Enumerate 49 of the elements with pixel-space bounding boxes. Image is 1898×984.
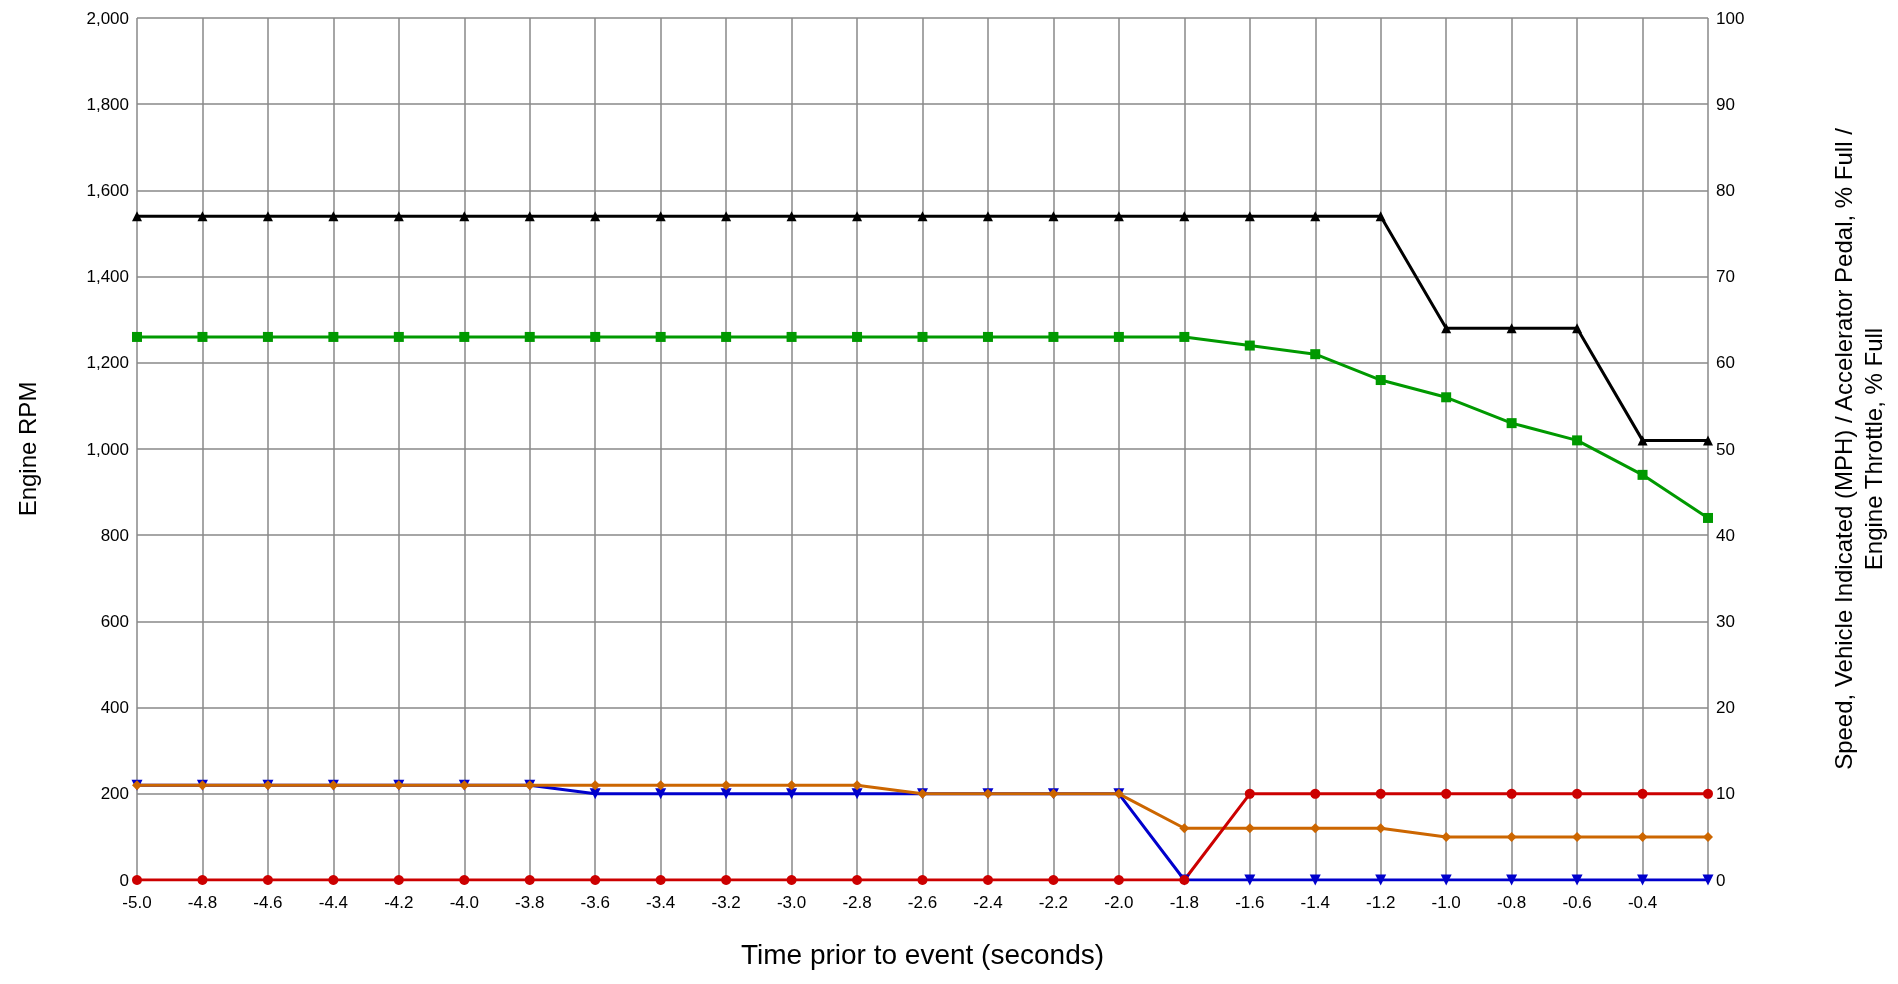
- x-tick-label: -4.2: [384, 893, 414, 912]
- y2-tick-label: 60: [1716, 353, 1735, 373]
- x-tick-label: -3.4: [646, 893, 676, 912]
- x-tick-label: -2.0: [1104, 893, 1134, 912]
- y-tick-label: 200: [100, 784, 129, 804]
- x-tick-label: -3.2: [711, 893, 741, 912]
- y-tick-label: 0: [119, 870, 129, 890]
- y2-axis-title: Speed, Vehicle Indicated (MPH) / Accelerator Pedal, % Full / Engine Throttle, % Full: [1829, 127, 1887, 770]
- x-tick-label: -2.6: [907, 893, 938, 912]
- x-tick-label: -0.6: [1562, 893, 1592, 912]
- x-tick-label: -1.4: [1300, 893, 1330, 912]
- x-tick-label: -3.0: [776, 893, 807, 912]
- x-tick-label: -4.6: [253, 893, 283, 912]
- x-tick-label: -5.0: [122, 893, 152, 912]
- x-tick-label: -1.2: [1366, 893, 1396, 912]
- x-tick-label: -2.4: [973, 893, 1003, 912]
- y-tick-label: 2,000: [86, 8, 129, 28]
- x-tick-label: -4.4: [318, 893, 349, 912]
- y-tick-label: 1,000: [86, 439, 129, 459]
- y-tick-label: 600: [100, 611, 129, 631]
- x-tick-label: -1.8: [1169, 893, 1199, 912]
- x-tick-label: -3.6: [580, 893, 610, 912]
- y2-tick-label: 30: [1716, 611, 1735, 631]
- x-tick-label: -2.2: [1038, 893, 1069, 912]
- y2-tick-label: 100: [1716, 8, 1745, 28]
- x-tick-label: -2.8: [842, 893, 872, 912]
- x-tick-label: -4.0: [449, 893, 479, 912]
- y2-tick-label: 50: [1716, 439, 1735, 459]
- y-tick-label: 400: [100, 698, 129, 718]
- y-tick-label: 1,600: [86, 180, 129, 200]
- y-tick-label: 1,800: [86, 94, 129, 114]
- y2-tick-label: 0: [1716, 870, 1726, 890]
- y2-tick-label: 40: [1716, 525, 1735, 545]
- y2-tick-label: 90: [1716, 94, 1735, 114]
- y2-tick-label: 70: [1716, 267, 1735, 287]
- y-tick-label: 800: [100, 525, 129, 545]
- x-tick-label: -1.6: [1235, 893, 1265, 912]
- x-tick-label: -4.8: [187, 893, 218, 912]
- y-tick-label: 1,400: [86, 267, 129, 287]
- y2-tick-label: 80: [1716, 180, 1735, 200]
- x-tick-label: -3.8: [515, 893, 545, 912]
- x-tick-label: -0.8: [1496, 893, 1527, 912]
- y-tick-label: 1,200: [86, 353, 129, 373]
- x-axis-title: Time prior to event (seconds): [740, 938, 1105, 970]
- y2-tick-label: 20: [1716, 698, 1735, 718]
- x-tick-label: -1.0: [1431, 893, 1461, 912]
- y-axis-title: Engine RPM: [13, 381, 41, 517]
- x-tick-label: -0.4: [1627, 893, 1658, 912]
- y2-tick-label: 10: [1716, 784, 1735, 804]
